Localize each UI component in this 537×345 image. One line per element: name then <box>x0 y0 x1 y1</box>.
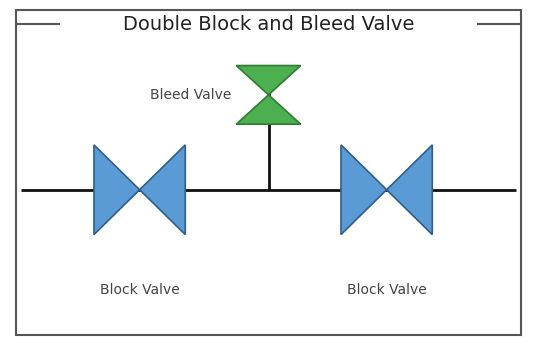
Text: Bleed Valve: Bleed Valve <box>150 88 231 102</box>
Text: Double Block and Bleed Valve: Double Block and Bleed Valve <box>123 14 414 34</box>
Polygon shape <box>236 66 301 95</box>
Polygon shape <box>140 145 185 235</box>
Text: Block Valve: Block Valve <box>347 283 426 297</box>
Text: Block Valve: Block Valve <box>100 283 179 297</box>
Polygon shape <box>387 145 432 235</box>
Polygon shape <box>236 95 301 124</box>
Polygon shape <box>341 145 387 235</box>
Polygon shape <box>94 145 140 235</box>
